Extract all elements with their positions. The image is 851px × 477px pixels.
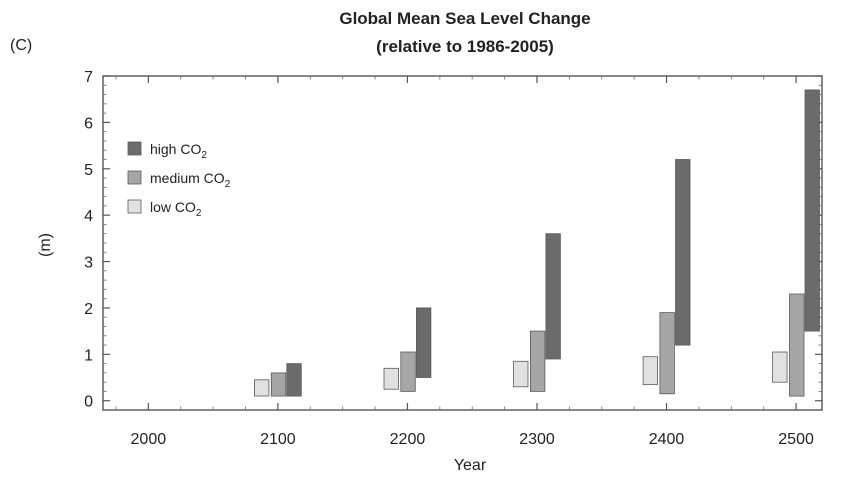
bars-group (253, 89, 820, 397)
legend-label-high: high CO2 (150, 141, 207, 161)
x-tick-label: 2200 (390, 431, 426, 448)
y-tick-label: 4 (84, 208, 93, 225)
y-axis-label: (m) (37, 233, 54, 257)
legend-label-medium: medium CO2 (150, 170, 231, 190)
y-tick-label: 3 (84, 255, 93, 272)
bar-low-2300 (513, 360, 529, 388)
y-tick-label: 2 (84, 301, 93, 318)
bar-low-2500 (772, 351, 788, 383)
bar-low-2100 (253, 379, 270, 397)
y-tick-label: 1 (84, 347, 93, 364)
y-tick-label: 6 (84, 115, 93, 132)
plot-frame (102, 75, 823, 411)
legend-swatch-medium (127, 170, 142, 185)
y-tick-label: 5 (84, 162, 93, 179)
y-tick-label: 7 (84, 69, 93, 86)
x-tick-label: 2500 (778, 431, 814, 448)
legend-label-low: low CO2 (150, 199, 202, 219)
x-tick-label: 2000 (131, 431, 167, 448)
bar-low-2400 (642, 356, 658, 385)
bar-high-2300 (545, 233, 561, 360)
x-tick-label: 2300 (519, 431, 555, 448)
x-tick-label: 2400 (649, 431, 685, 448)
chart-title: Global Mean Sea Level Change (339, 9, 590, 28)
bar-medium-2300 (530, 330, 546, 392)
chart-subtitle: (relative to 1986-2005) (376, 37, 554, 56)
bar-high-2200 (415, 307, 432, 378)
x-axis-label: Year (454, 457, 487, 474)
x-tick-label: 2100 (260, 431, 296, 448)
bar-high-2400 (675, 159, 691, 346)
panel-label: (C) (10, 37, 32, 54)
axes: 0 1 2 3 4 5 6 7 2000 2100 2200 2300 2400 2500 (84, 69, 823, 448)
bar-medium-2400 (659, 312, 675, 395)
bar-high-2500 (804, 89, 820, 332)
bar-low-2200 (383, 367, 399, 390)
bar-medium-2100 (270, 372, 287, 397)
bar-medium-2500 (789, 293, 805, 397)
bar-high-2100 (286, 363, 302, 397)
legend-swatch-low (127, 199, 142, 214)
y-tick-label: 0 (84, 394, 93, 411)
legend-swatch-high (127, 141, 142, 156)
legend: high CO2 medium CO2 low CO2 (127, 141, 231, 219)
bar-medium-2200 (400, 351, 416, 392)
